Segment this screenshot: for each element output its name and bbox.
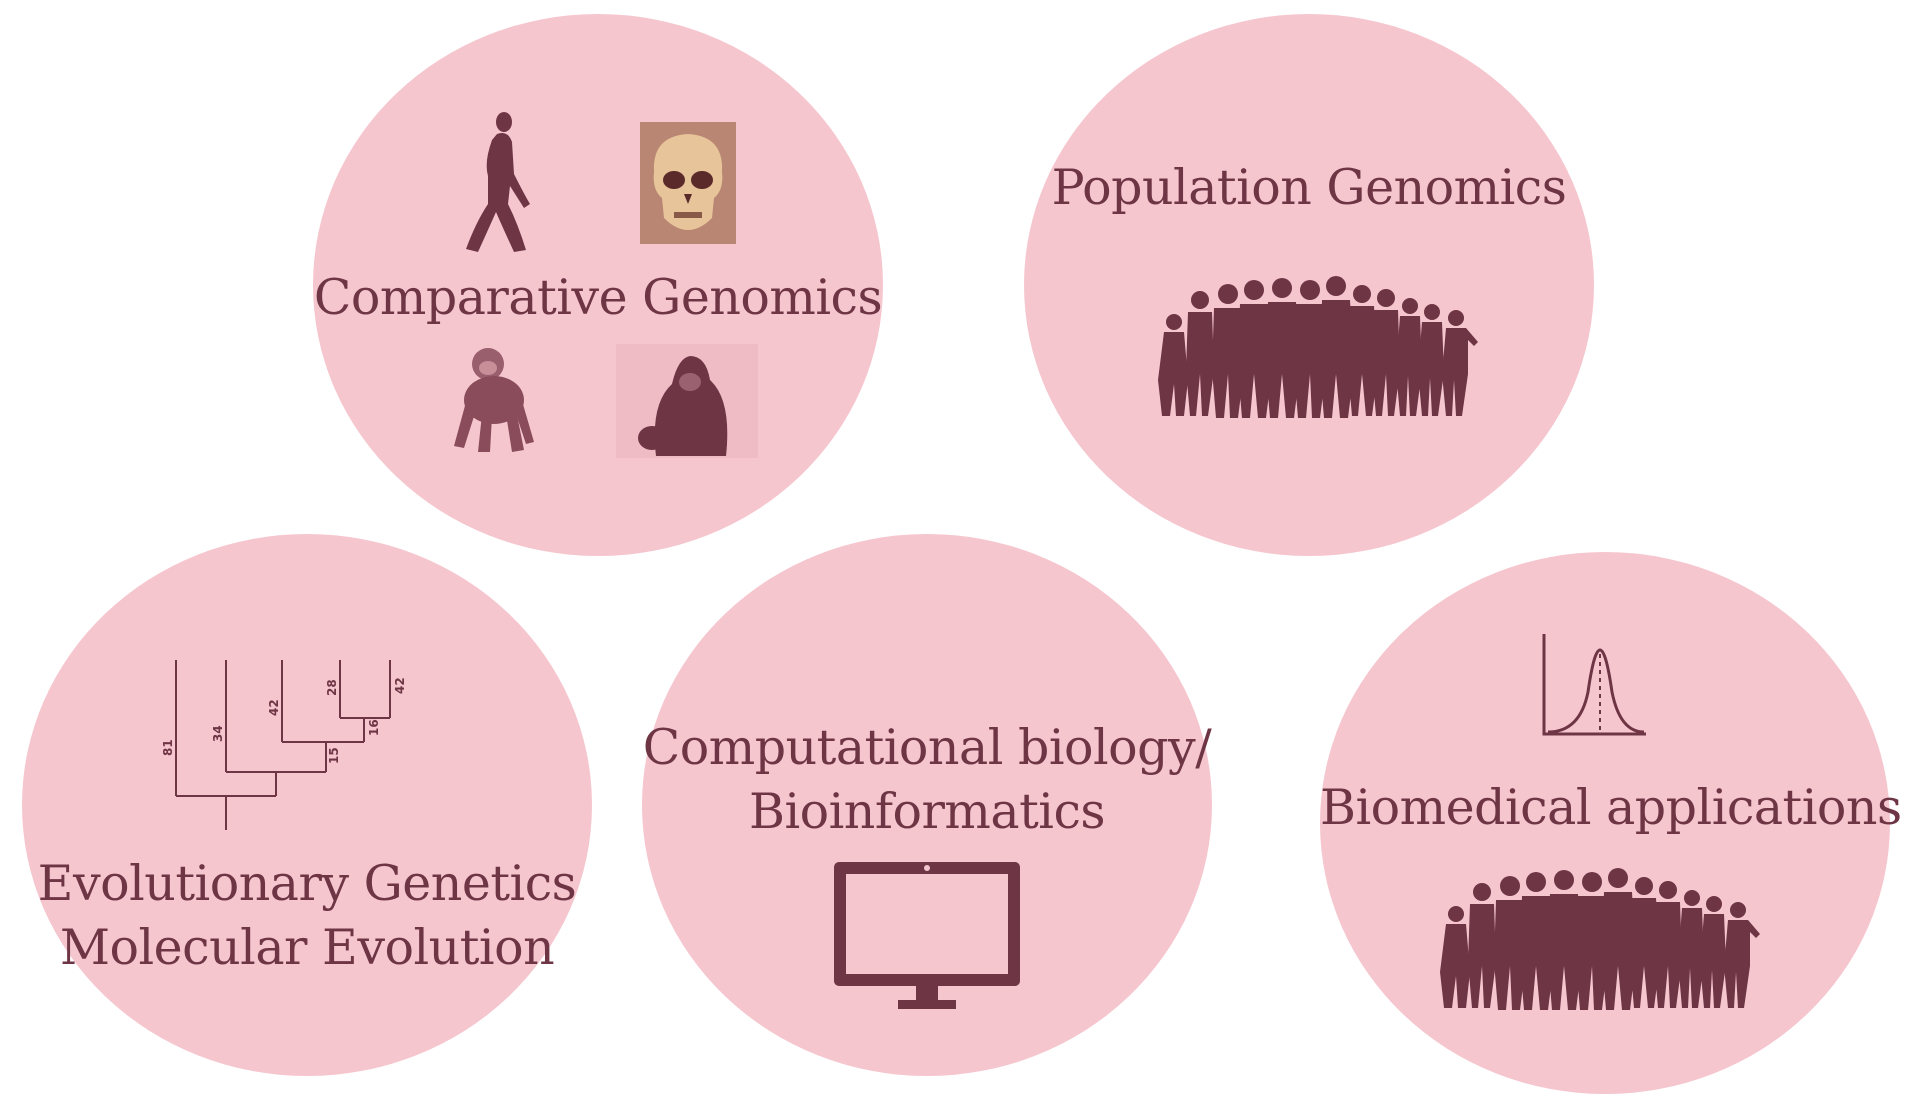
molecular-evolution-label: Molecular Evolution	[59, 919, 555, 976]
branch-label-28: 28	[325, 679, 339, 696]
gorilla-image	[616, 344, 758, 458]
branch-label-42: 42	[267, 699, 281, 716]
branch-label-81: 81	[161, 739, 175, 756]
population-genomics-label: Population Genomics	[1051, 159, 1567, 216]
skull-image	[640, 122, 736, 244]
computer-monitor-icon	[834, 862, 1020, 1009]
comparative-genomics-circle	[313, 14, 883, 556]
comparative-genomics-label: Comparative Genomics	[313, 269, 883, 326]
crowd-silhouette-icon	[1158, 276, 1478, 418]
computational-biology-label: Computational biology/	[642, 719, 1212, 776]
evolutionary-genetics-label: Evolutionary Genetics	[37, 855, 577, 912]
branch-label-42-tip: 42	[393, 677, 407, 694]
branch-label-34: 34	[211, 725, 225, 742]
crowd-silhouette-icon	[1440, 868, 1760, 1010]
branch-label-15: 15	[327, 747, 341, 764]
branch-label-16: 16	[367, 719, 381, 736]
biomedical-applications-circle	[1320, 552, 1890, 1094]
walking-human-icon	[466, 112, 530, 252]
bioinformatics-label: Bioinformatics	[748, 783, 1106, 840]
phylogenetic-tree-icon: 81 34 42 28 42 16 15	[161, 660, 407, 830]
normal-distribution-icon	[1542, 634, 1646, 736]
chimpanzee-image	[454, 348, 534, 452]
biomedical-applications-label: Biomedical applications	[1320, 779, 1902, 836]
evolutionary-genetics-circle	[22, 534, 592, 1076]
